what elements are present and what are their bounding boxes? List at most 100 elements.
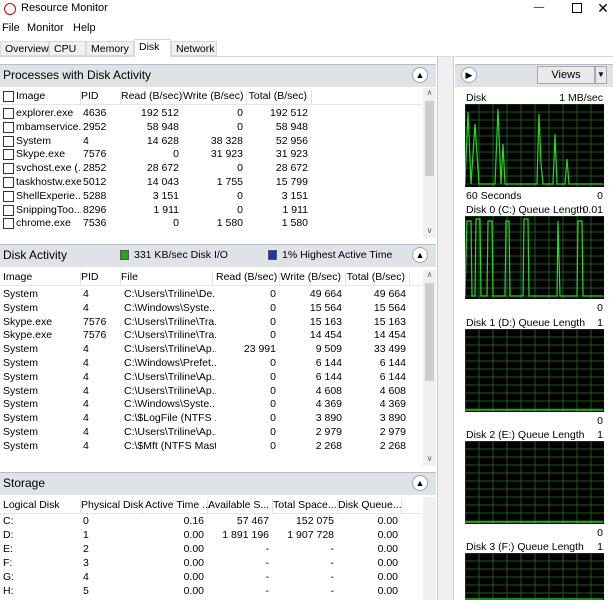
menu-item[interactable]: Monitor (27, 22, 64, 34)
views-dropdown[interactable]: ▼ (595, 66, 607, 84)
activity-line (465, 218, 603, 297)
menu-item[interactable]: Help (73, 22, 96, 34)
table-cell: 3 890 (315, 412, 342, 425)
scroll-up[interactable]: ∧ (426, 270, 433, 279)
scroll-down[interactable]: ∨ (426, 226, 433, 235)
table-cell: G: (3, 571, 15, 583)
tab[interactable]: Disk (134, 39, 171, 57)
column-header[interactable]: PID (81, 271, 121, 286)
table-cell: 14 628 (146, 134, 179, 147)
table-header-row (0, 88, 422, 105)
table-cell: 0 (173, 148, 179, 161)
tab[interactable]: Overview (0, 41, 49, 56)
column-header[interactable]: Total (B/sec) (346, 271, 410, 286)
expand-button[interactable]: ▶ (461, 67, 477, 83)
scroll-thumb[interactable] (425, 283, 434, 381)
column-header[interactable]: Total (B/sec) (247, 90, 312, 105)
tab[interactable]: CPU (49, 41, 86, 56)
table-cell: C:\$Mft (NTFS Mast... (124, 439, 216, 452)
io-legend: 331 KB/sec Disk I/O (134, 249, 228, 261)
table-cell: C:\Windows\Syste... (124, 301, 216, 314)
table-cell: 7576 (83, 148, 107, 161)
graph-min: 0 (597, 415, 603, 427)
row-checkbox[interactable] (3, 163, 14, 175)
table-cell: 28 672 (146, 162, 179, 175)
table-cell: System (3, 370, 39, 383)
table-cell: 15 163 (373, 315, 406, 328)
table-cell: 4 (83, 370, 89, 383)
scroll-thumb[interactable] (425, 101, 434, 176)
row-checkbox[interactable] (3, 121, 14, 133)
close-button[interactable]: ✕ (597, 0, 609, 16)
row-checkbox[interactable] (3, 135, 14, 147)
table-cell: 0.00 (377, 543, 398, 555)
table-cell: F: (3, 557, 13, 569)
collapse-button[interactable]: ▲ (412, 67, 428, 83)
row-checkbox[interactable] (3, 218, 14, 230)
table-cell: 0.00 (183, 557, 204, 569)
row-checkbox[interactable] (3, 149, 14, 161)
graph (465, 104, 604, 187)
scroll-down[interactable]: ∨ (426, 454, 433, 463)
column-header[interactable]: Disk Queue... (338, 499, 402, 514)
tab[interactable]: Network (171, 41, 217, 56)
table-cell: 1 911 (153, 203, 180, 216)
table-cell: 152 075 (296, 515, 334, 527)
select-all-checkbox[interactable] (3, 91, 14, 102)
table-cell: 4 369 (315, 398, 342, 411)
table-cell: 0.00 (377, 585, 398, 597)
table-cell: 1 580 (216, 217, 243, 230)
table-cell: Skype.exe (3, 315, 53, 328)
row-checkbox[interactable] (3, 108, 14, 119)
table-cell: 38 328 (210, 134, 243, 147)
table-cell: 15 163 (309, 315, 342, 328)
column-header[interactable]: Physical Disk (81, 499, 143, 514)
table-cell: - (265, 543, 270, 555)
views-button[interactable]: Views (537, 66, 595, 84)
column-header[interactable]: File (121, 271, 213, 286)
table-cell: 14 454 (309, 329, 342, 342)
column-header[interactable]: PID (81, 90, 121, 105)
column-header[interactable]: Logical Disk (3, 499, 81, 514)
row-checkbox[interactable] (3, 177, 14, 188)
table-cell: 15 564 (309, 301, 342, 314)
column-header[interactable]: Image (3, 271, 81, 286)
column-header[interactable]: Available S... (208, 499, 273, 514)
collapse-button[interactable]: ▲ (412, 247, 428, 263)
table-cell: 0.00 (377, 515, 398, 527)
table-cell: Skype.exe (16, 148, 66, 161)
table-cell: 58 948 (146, 120, 179, 133)
column-header[interactable]: Write (B/sec) (183, 90, 247, 105)
table-cell: 14 043 (146, 176, 179, 188)
column-header[interactable]: Image (16, 90, 81, 105)
scroll-up[interactable]: ∧ (426, 88, 433, 97)
table-cell: 0 (270, 412, 276, 425)
column-header[interactable]: Read (B/sec) (216, 271, 280, 286)
menu-item[interactable]: File (2, 22, 20, 34)
table-cell: 28 672 (275, 162, 308, 175)
maximize-button[interactable] (572, 3, 582, 13)
table-header-row (0, 497, 422, 514)
tab[interactable]: Memory (86, 41, 134, 56)
column-header[interactable]: Read (B/sec) (121, 90, 183, 105)
row-checkbox[interactable] (3, 204, 14, 216)
table-cell: System (3, 426, 39, 438)
minimize-button[interactable]: — (533, 1, 545, 13)
table-cell: 0 (270, 315, 276, 328)
section-header (0, 244, 436, 267)
table-cell: 2 (83, 543, 89, 555)
table-cell: chrome.exe (16, 217, 71, 230)
column-header[interactable]: Active Time ... (145, 499, 211, 514)
table-cell: SnippingToo... (16, 203, 81, 216)
table-cell: 0 (270, 329, 276, 342)
section-title: Storage (3, 476, 46, 490)
table-cell: 7536 (83, 217, 107, 230)
column-header[interactable]: Write (B/sec) (280, 271, 346, 286)
collapse-button[interactable]: ▲ (412, 475, 428, 491)
section-header (0, 64, 436, 87)
table-cell: 4 (83, 439, 89, 452)
table-cell: 2852 (83, 162, 107, 175)
column-header[interactable]: Total Space... (273, 499, 338, 514)
table-cell: C:\Users\Triline\Ap... (124, 426, 216, 438)
row-checkbox[interactable] (3, 190, 14, 202)
